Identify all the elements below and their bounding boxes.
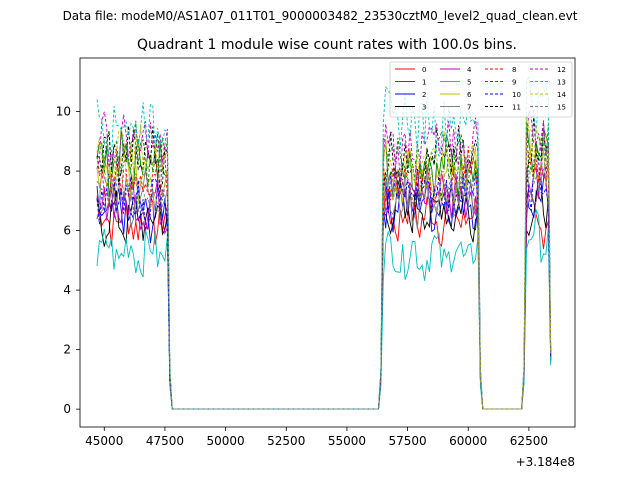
x-tick-label: 57500	[388, 434, 426, 448]
legend-label-9: 9	[512, 79, 516, 87]
chart-title: Quadrant 1 module wise count rates with …	[137, 37, 517, 53]
legend-label-5: 5	[467, 79, 471, 87]
y-tick-label: 2	[63, 343, 71, 357]
y-tick-label: 0	[63, 402, 71, 416]
x-tick-label: 45000	[85, 434, 123, 448]
legend-label-14: 14	[557, 91, 566, 99]
legend-label-6: 6	[467, 91, 472, 99]
y-axis-ticks: 0 2 4 6 8 10	[56, 105, 80, 416]
series-line-0	[96, 183, 552, 410]
legend-label-4: 4	[467, 66, 472, 74]
legend-label-13: 13	[557, 79, 566, 87]
x-tick-label: 47500	[146, 434, 184, 448]
data-file-suptitle: Data file: modeM0/AS1A07_011T01_90000034…	[63, 9, 578, 23]
y-tick-label: 10	[56, 105, 71, 119]
series-line-10	[96, 153, 552, 410]
series-layer	[96, 76, 552, 410]
legend-label-11: 11	[512, 104, 521, 112]
y-tick-label: 8	[63, 164, 71, 178]
legend-label-10: 10	[512, 91, 521, 99]
series-line-9	[96, 120, 552, 410]
series-line-13	[96, 76, 552, 410]
series-line-15	[96, 136, 552, 410]
series-line-3	[96, 176, 552, 410]
x-tick-label: 60000	[449, 434, 487, 448]
y-tick-label: 6	[63, 224, 71, 238]
x-tick-label: 50000	[206, 434, 244, 448]
x-tick-label: 62500	[510, 434, 548, 448]
legend-label-0: 0	[422, 66, 426, 74]
legend-label-15: 15	[557, 104, 566, 112]
x-offset-label: +3.184e8	[516, 455, 575, 469]
y-tick-label: 4	[63, 283, 71, 297]
legend-label-7: 7	[467, 104, 471, 112]
series-line-8	[96, 146, 552, 410]
legend-label-12: 12	[557, 66, 566, 74]
plot-area-frame	[79, 57, 576, 428]
series-line-5	[96, 208, 552, 410]
x-tick-label: 55000	[328, 434, 366, 448]
legend-label-1: 1	[422, 79, 426, 87]
legend-label-2: 2	[422, 91, 426, 99]
x-axis-ticks: 45000 47500 50000 52500 55000 57500 60000 62500	[85, 427, 548, 448]
legend-label-8: 8	[512, 66, 516, 74]
series-line-1	[96, 122, 552, 410]
legend-box	[389, 61, 573, 118]
series-line-6	[96, 128, 552, 410]
x-tick-label: 52500	[267, 434, 305, 448]
legend-label-3: 3	[422, 104, 426, 112]
